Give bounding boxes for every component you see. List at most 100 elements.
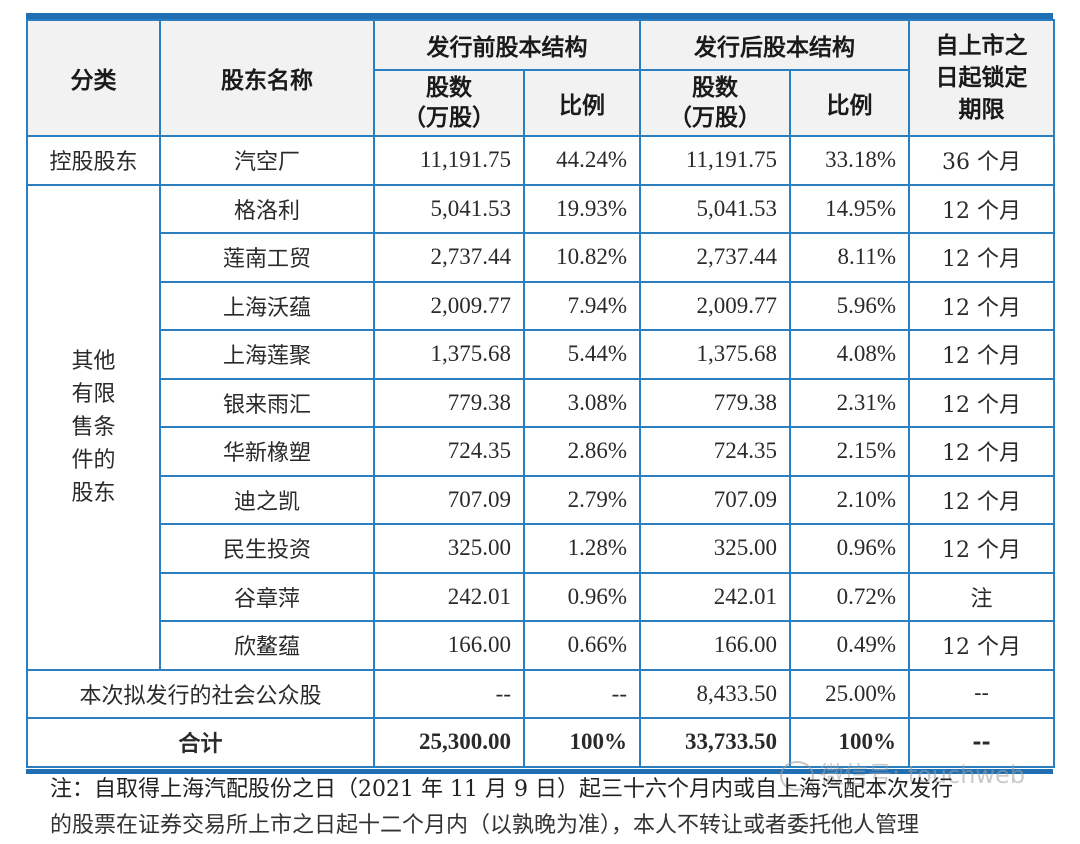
pre-ratio: 2.79% <box>523 474 641 525</box>
pre-shares: 325.00 <box>373 523 525 574</box>
pre-shares: 1,375.68 <box>373 329 525 380</box>
header-post-issue: 发行后股本结构 <box>639 19 910 71</box>
pre-shares: 707.09 <box>373 474 525 525</box>
shareholder-name: 华新橡塑 <box>159 426 375 477</box>
pre-ratio: 1.28% <box>523 523 641 574</box>
post-ratio: 0.96% <box>789 523 910 574</box>
pre-shares: 2,737.44 <box>373 232 525 283</box>
pre-shares: -- <box>373 668 525 719</box>
shareholder-name: 汽空厂 <box>159 135 375 186</box>
table-row: 欣鳌蕴 166.00 0.66% 166.00 0.49% 12 个月 <box>27 620 1055 671</box>
table-row: 银来雨汇 779.38 3.08% 779.38 2.31% 12 个月 <box>27 377 1055 428</box>
lockup-period: 注 <box>908 571 1055 622</box>
total-label: 合计 <box>26 717 375 768</box>
lockup-period: 12 个月 <box>908 183 1055 234</box>
lockup-period: 12 个月 <box>908 232 1055 283</box>
post-shares: 2,737.44 <box>639 232 791 283</box>
table-row: 谷章萍 242.01 0.96% 242.01 0.72% 注 <box>27 571 1055 622</box>
pre-ratio: 0.96% <box>523 571 641 622</box>
table-top-bar <box>26 13 1053 19</box>
post-shares: 707.09 <box>639 474 791 525</box>
post-ratio: 4.08% <box>789 329 910 380</box>
public-offering-label: 本次拟发行的社会公众股 <box>26 668 375 719</box>
pre-shares: 5,041.53 <box>373 183 525 234</box>
footnote-line-2: 的股票在证券交易所上市之日起十二个月内（以孰晚为准），本人不转让或者委托他人管理 <box>50 813 920 838</box>
pre-shares: 724.35 <box>373 426 525 477</box>
pre-shares: 2,009.77 <box>373 280 525 331</box>
footnote-line-1: 注：自取得上海汽配股份之日（2021 年 11 月 9 日）起三十六个月内或自上… <box>50 777 953 802</box>
post-shares: 11,191.75 <box>639 135 791 186</box>
table-row: 控股股东 汽空厂 11,191.75 44.24% 11,191.75 33.1… <box>26 135 1055 186</box>
header-category: 分类 <box>26 19 161 137</box>
shareholder-name: 谷章萍 <box>159 571 375 622</box>
post-shares: 242.01 <box>639 571 791 622</box>
shareholder-name: 莲南工贸 <box>159 232 375 283</box>
pre-shares: 779.38 <box>373 377 525 428</box>
table-row: 上海沃蕴 2,009.77 7.94% 2,009.77 5.96% 12 个月 <box>27 280 1055 331</box>
shareholder-name: 上海沃蕴 <box>159 280 375 331</box>
table-row: 迪之凯 707.09 2.79% 707.09 2.10% 12 个月 <box>27 474 1055 525</box>
lockup-period: 36 个月 <box>908 135 1055 186</box>
lockup-period: 12 个月 <box>908 426 1055 477</box>
post-shares: 779.38 <box>639 377 791 428</box>
pre-ratio: 3.08% <box>523 377 641 428</box>
footnote: 注：自取得上海汽配股份之日（2021 年 11 月 9 日）起三十六个月内或自上… <box>50 772 953 844</box>
table-row-total: 合计 25,300.00 100% 33,733.50 100% -- <box>26 717 1055 768</box>
post-ratio-total: 100% <box>789 717 910 768</box>
table-row-public-offering: 本次拟发行的社会公众股 -- -- 8,433.50 25.00% -- <box>26 668 1055 719</box>
post-shares: 2,009.77 <box>639 280 791 331</box>
post-shares: 1,375.68 <box>639 329 791 380</box>
header-pre-ratio: 比例 <box>523 69 641 137</box>
pre-ratio: -- <box>523 668 641 719</box>
pre-ratio: 10.82% <box>523 232 641 283</box>
lockup-total: -- <box>908 717 1055 768</box>
post-ratio: 25.00% <box>789 668 910 719</box>
post-ratio: 0.49% <box>789 620 910 671</box>
table-row: 华新橡塑 724.35 2.86% 724.35 2.15% 12 个月 <box>27 426 1055 477</box>
header-post-ratio: 比例 <box>789 69 910 137</box>
post-ratio: 33.18% <box>789 135 910 186</box>
pre-ratio: 2.86% <box>523 426 641 477</box>
lockup-period: 12 个月 <box>908 280 1055 331</box>
table-row: 民生投资 325.00 1.28% 325.00 0.96% 12 个月 <box>27 523 1055 574</box>
lockup-period: 12 个月 <box>908 329 1055 380</box>
shareholder-name: 上海莲聚 <box>159 329 375 380</box>
category-cell: 其他有限售条件的股东 <box>26 183 161 671</box>
shareholding-table-container: 分类 股东名称 发行前股本结构 发行后股本结构 自上市之日起锁定期限 股数 （万股… <box>26 13 1055 774</box>
lockup-period: 12 个月 <box>908 523 1055 574</box>
post-ratio: 14.95% <box>789 183 910 234</box>
post-ratio: 2.10% <box>789 474 910 525</box>
post-shares: 166.00 <box>639 620 791 671</box>
table-row: 上海莲聚 1,375.68 5.44% 1,375.68 4.08% 12 个月 <box>27 329 1055 380</box>
lockup-period: 12 个月 <box>908 474 1055 525</box>
post-shares-total: 33,733.50 <box>639 717 791 768</box>
shareholder-name: 格洛利 <box>159 183 375 234</box>
pre-ratio: 44.24% <box>523 135 641 186</box>
post-ratio: 8.11% <box>789 232 910 283</box>
header-pre-issue: 发行前股本结构 <box>373 19 641 71</box>
pre-ratio: 7.94% <box>523 280 641 331</box>
pre-shares: 11,191.75 <box>373 135 525 186</box>
post-shares: 325.00 <box>639 523 791 574</box>
post-shares: 8,433.50 <box>639 668 791 719</box>
category-cell: 控股股东 <box>26 135 161 186</box>
pre-shares-total: 25,300.00 <box>373 717 525 768</box>
post-shares: 5,041.53 <box>639 183 791 234</box>
lockup-period: 12 个月 <box>908 620 1055 671</box>
pre-ratio: 0.66% <box>523 620 641 671</box>
header-shareholder: 股东名称 <box>159 19 375 137</box>
post-ratio: 2.15% <box>789 426 910 477</box>
pre-shares: 242.01 <box>373 571 525 622</box>
pre-ratio: 5.44% <box>523 329 641 380</box>
header-lockup: 自上市之日起锁定期限 <box>908 19 1055 137</box>
post-ratio: 0.72% <box>789 571 910 622</box>
post-ratio: 5.96% <box>789 280 910 331</box>
watermark: 微信号: touchweb <box>780 755 1025 791</box>
header-post-shares: 股数 （万股） <box>639 69 791 137</box>
pre-ratio-total: 100% <box>523 717 641 768</box>
pre-shares: 166.00 <box>373 620 525 671</box>
shareholder-name: 迪之凯 <box>159 474 375 525</box>
table-row: 其他有限售条件的股东 格洛利 5,041.53 19.93% 5,041.53 … <box>26 183 1055 671</box>
header-pre-shares: 股数 （万股） <box>373 69 525 137</box>
lockup-period: -- <box>908 668 1055 719</box>
